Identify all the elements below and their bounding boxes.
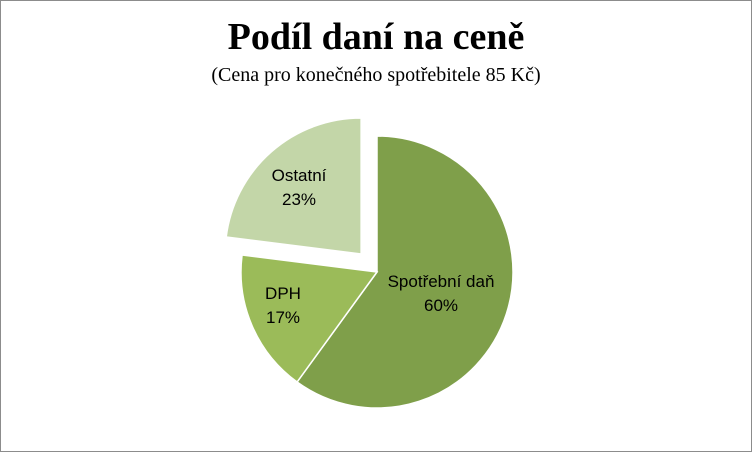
- pie-slice-1: [296, 135, 514, 409]
- slice-name-label: DPH: [265, 284, 301, 303]
- slice-percent-label: 23%: [282, 190, 316, 209]
- pie-slice-2: [240, 254, 379, 384]
- slice-name-label: Spotřební daň: [388, 272, 495, 291]
- slice-name-label: Ostatní: [272, 166, 327, 185]
- chart-title: Podíl daní na ceně: [227, 16, 525, 58]
- slice-percent-label: 17%: [266, 308, 300, 327]
- chart-subtitle: (Cena pro konečného spotřebitele 85 Kč): [211, 64, 541, 86]
- pie-slice-3: [225, 117, 362, 255]
- slice-percent-label: 60%: [424, 296, 458, 315]
